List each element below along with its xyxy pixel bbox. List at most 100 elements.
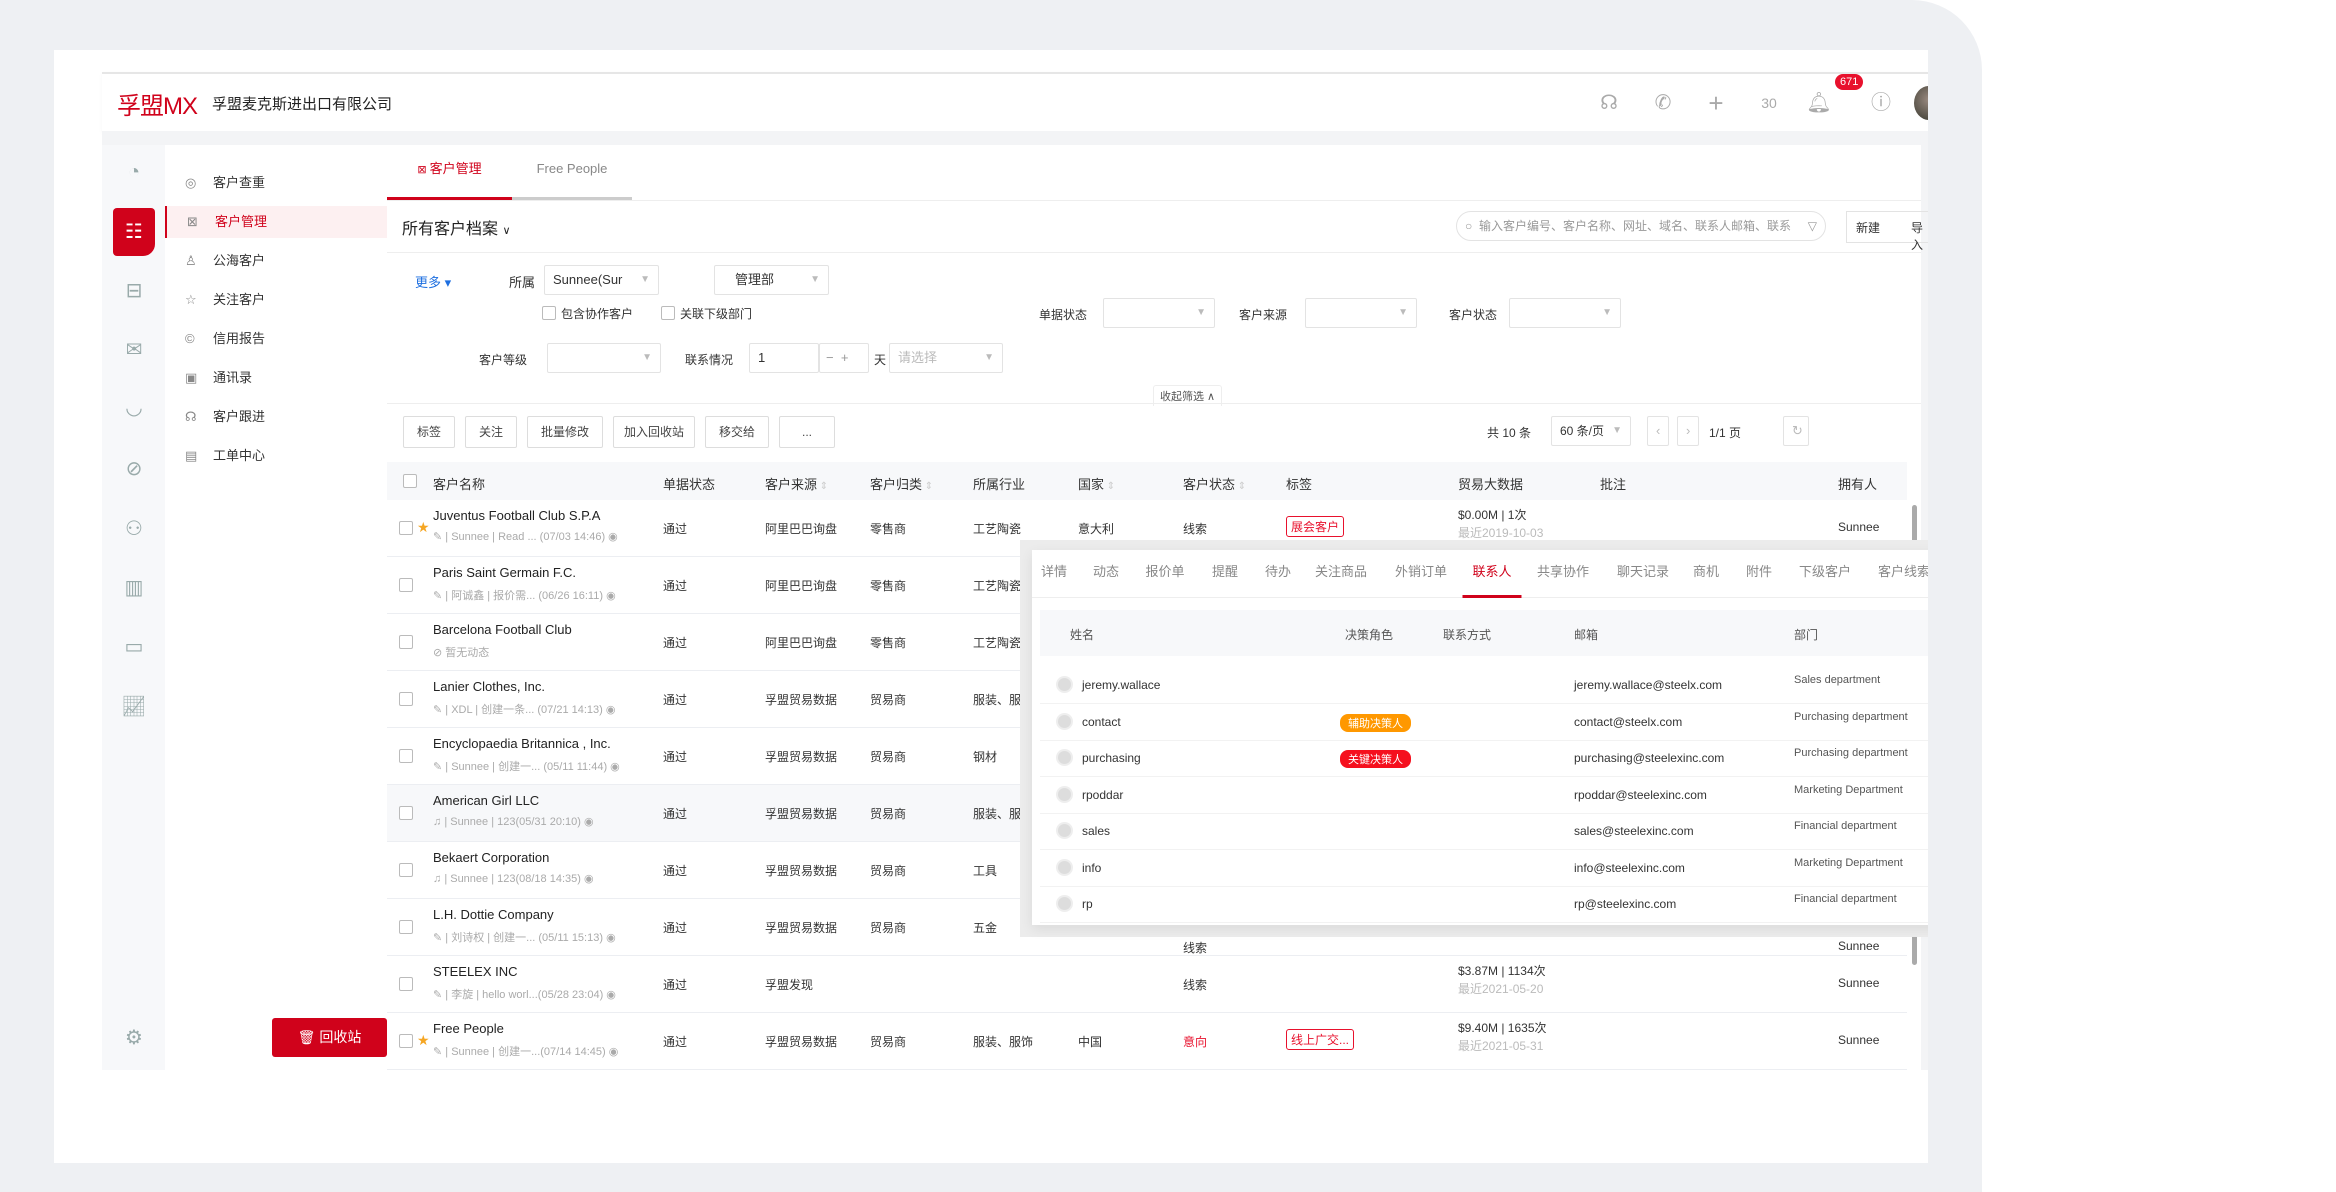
eye-icon[interactable]: ◉ [580, 873, 594, 885]
eye-icon[interactable]: ◉ [602, 704, 616, 716]
contact-email[interactable]: rpoddar@steelexinc.com [1574, 787, 1707, 802]
detail-tab[interactable]: 详情 [1040, 564, 1068, 579]
contact-email[interactable]: jeremy.wallace@steelx.com [1574, 678, 1723, 692]
row-checkbox[interactable] [399, 521, 413, 535]
customer-name[interactable]: Paris Saint Germain F.C. [433, 565, 577, 580]
contact-name[interactable]: rpoddar [1082, 787, 1124, 802]
contact-name[interactable]: info [1082, 860, 1102, 875]
search-input[interactable]: ○ 输入客户编号、客户名称、网址、域名、联系人邮箱、联系 ▽ [1456, 211, 1826, 241]
customer-name[interactable]: Encyclopaedia Britannica , Inc. [433, 736, 611, 751]
submenu-item[interactable]: ▤ 工单中心 [165, 440, 387, 472]
page-size-select[interactable]: 60 条/页 ▼ [1551, 416, 1631, 446]
contact-name[interactable]: rp [1082, 897, 1093, 911]
customer-name[interactable]: Barcelona Football Club [433, 622, 572, 637]
avatar[interactable] [1914, 86, 1928, 120]
table-row[interactable]: L.H. Dottie Company ✎ | 刘诗权 | 创建一... (05/… [387, 899, 1907, 956]
contact-name[interactable]: purchasing [1082, 751, 1141, 765]
eye-icon[interactable]: ◉ [605, 1046, 619, 1058]
prev-page-button[interactable]: ‹ [1647, 416, 1669, 446]
toolbar-button[interactable]: 批量修改 [527, 416, 603, 448]
submenu-item[interactable]: ⊠ 客户管理 [165, 206, 387, 238]
contact-row[interactable]: purchasing 关键决策人 purchasing@steelexinc.com… [1040, 741, 1928, 777]
toolbar-button[interactable]: 关注 [465, 416, 517, 448]
team-icon[interactable]: ⚇ [125, 518, 143, 540]
refresh-icon[interactable]: ↻ [1783, 416, 1809, 446]
recycle-bin-button[interactable]: 🗑︎ 回收站 [272, 1018, 387, 1057]
detail-tab[interactable]: 附件 [1745, 564, 1773, 579]
include-collab-checkbox[interactable] [542, 306, 556, 320]
sort-icon[interactable]: ⇕ [817, 481, 829, 492]
calendar-icon[interactable]: 30 [1761, 95, 1777, 111]
contact-name[interactable]: sales [1082, 824, 1111, 838]
collapse-filters-button[interactable]: 收起筛选 ∧ [1153, 385, 1223, 406]
import-button[interactable]: 导入 [1911, 221, 1924, 252]
whatsapp-icon[interactable]: ✆ [1654, 92, 1672, 114]
filter-icon[interactable]: ▽ [1807, 219, 1817, 233]
toolbar-button[interactable]: ... [779, 416, 835, 448]
submenu-item[interactable]: © 信用报告 [165, 323, 387, 355]
detail-tab[interactable]: 聊天记录 [1616, 564, 1670, 579]
eye-icon[interactable]: ◉ [605, 531, 618, 543]
customer-name[interactable]: Juventus Football Club S.P.A [433, 508, 601, 523]
table-row[interactable]: STEELEX INC ✎ | 李旋 | hello worl...(05/28 … [387, 956, 1907, 1013]
toolbar-button[interactable]: 移交给 [705, 416, 769, 448]
table-row[interactable]: ★ Free People ✎ | Sunnee | 创建一...(07/14 14… [387, 1013, 1907, 1070]
row-checkbox[interactable] [399, 977, 413, 991]
sort-icon[interactable]: ⇕ [1235, 481, 1247, 492]
sort-icon[interactable]: ⇕ [1104, 481, 1116, 492]
shop-icon[interactable]: ◡ [125, 397, 143, 419]
customer-name[interactable]: Bekaert Corporation [433, 850, 550, 865]
chart-icon[interactable]: 📈︎ [121, 696, 147, 718]
contacts-icon[interactable]: ☷ [113, 208, 155, 256]
row-checkbox[interactable] [399, 920, 413, 934]
select-all-checkbox[interactable] [403, 474, 417, 488]
contact-email[interactable]: contact@steelx.com [1574, 714, 1683, 729]
column-header[interactable]: 客户来源 ⇕ [765, 474, 828, 493]
submenu-item[interactable]: ◎ 客户查重 [165, 167, 387, 199]
detail-tab[interactable]: 下级客户 [1798, 564, 1852, 579]
source-select[interactable]: ▼ [1305, 298, 1417, 328]
customer-name[interactable]: STEELEX INC [433, 964, 518, 979]
contact-email[interactable]: sales@steelexinc.com [1574, 824, 1694, 838]
level-select[interactable]: ▼ [547, 343, 661, 373]
submenu-item[interactable]: ☆ 关注客户 [165, 284, 387, 316]
status-select[interactable]: ▼ [1509, 298, 1621, 328]
eye-icon[interactable]: ◉ [607, 761, 620, 773]
detail-tab[interactable]: 商机 [1692, 564, 1720, 579]
tab-customer-management[interactable]: ⊠ 客户管理 [387, 145, 512, 200]
days-select[interactable]: 请选择 ▼ [889, 343, 1003, 373]
contact-row[interactable]: sales sales@steelexinc.com Financial depar… [1040, 814, 1928, 850]
toolbar-button[interactable]: 标签 [403, 416, 455, 448]
building-icon[interactable]: ▥ [124, 577, 144, 599]
row-checkbox[interactable] [399, 806, 413, 820]
mail-icon[interactable]: ✉ [125, 339, 143, 361]
eye-icon[interactable]: ◉ [603, 989, 616, 1001]
help-icon[interactable]: ⓘ [1871, 92, 1891, 114]
contact-name[interactable]: jeremy.wallace [1082, 678, 1161, 692]
detail-tab[interactable]: 关注商品 [1314, 564, 1368, 579]
row-checkbox[interactable] [399, 749, 413, 763]
eye-icon[interactable]: ◉ [580, 816, 594, 828]
column-header[interactable]: 客户归类 ⇕ [870, 474, 933, 493]
more-filters-toggle[interactable]: 更多 ▾ [415, 275, 452, 290]
customer-name[interactable]: American Girl LLC [433, 793, 540, 808]
next-page-button[interactable]: › [1677, 416, 1699, 446]
tab-free-people[interactable]: Free People [512, 145, 632, 200]
detail-tab[interactable]: 共享协作 [1536, 564, 1590, 579]
detail-tab[interactable]: 提醒 [1211, 564, 1239, 579]
detail-tab[interactable]: 报价单 [1145, 564, 1185, 579]
customer-name[interactable]: Free People [433, 1021, 504, 1036]
contact-days-stepper[interactable]: − + [819, 343, 869, 373]
customer-name[interactable]: L.H. Dottie Company [433, 907, 554, 922]
contact-row[interactable]: jeremy.wallace jeremy.wallace@steelx.com S… [1040, 668, 1928, 704]
column-header[interactable]: 客户状态 ⇕ [1183, 474, 1246, 493]
detail-tab[interactable]: 联系人 [1462, 550, 1522, 598]
owner-select[interactable]: Sunnee(Sur ▼ [544, 265, 659, 295]
column-header[interactable]: 国家 ⇕ [1078, 474, 1115, 493]
detail-tab[interactable]: 客户线索 [1877, 564, 1928, 579]
eye-icon[interactable]: ◉ [603, 932, 616, 944]
contact-row[interactable]: contact 辅助决策人 contact@steelx.com Purchasing… [1040, 705, 1928, 741]
contact-email[interactable]: info@steelexinc.com [1574, 860, 1685, 875]
detail-tab[interactable]: 动态 [1092, 564, 1120, 579]
